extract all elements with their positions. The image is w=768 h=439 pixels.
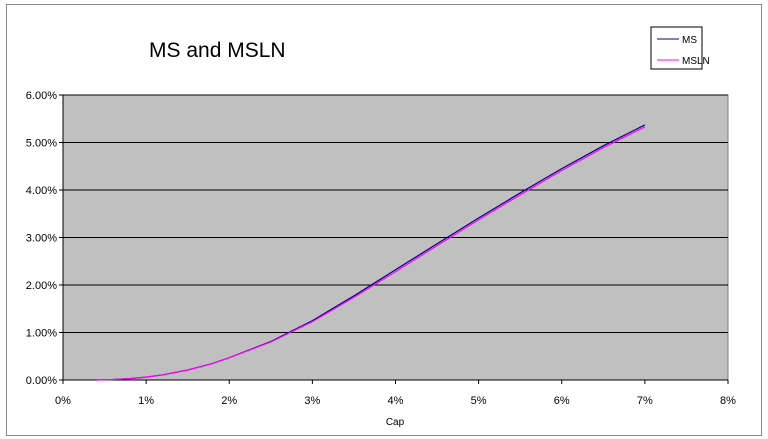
x-tick-label-0: 0% [55,395,71,407]
x-axis-label: Cap [386,417,405,428]
y-tick-label-6: 6.00% [26,90,57,102]
x-tick-label-4: 4% [388,395,404,407]
chart-svg: MS and MSLN 0.00% 1.00% 2.00% 3.00% 4.00% 5.0… [26,26,736,428]
chart-frame: MS and MSLN 0.00% 1.00% 2.00% 3.00% 4.00% 5.0… [6,4,762,436]
x-tick-label-2: 2% [221,395,237,407]
x-tick-label-8: 8% [720,395,736,407]
y-tick-label-1: 1.00% [26,328,57,340]
legend-box [650,26,703,70]
x-tick-label-3: 3% [304,395,320,407]
series-line-msln [96,126,646,381]
y-tick-label-3: 3.00% [26,233,57,245]
y-tick-label-4: 4.00% [26,185,57,197]
y-tick-label-0: 0.00% [26,375,57,387]
x-tick-label-7: 7% [637,395,653,407]
x-tick-label-1: 1% [138,395,154,407]
legend-label-ms: MS [682,35,697,46]
y-tick-labels: 0.00% 1.00% 2.00% 3.00% 4.00% 5.00% 6.00% [26,90,57,387]
x-tick-labels: 0% 1% 2% 3% 4% 5% 6% 7% 8% [55,395,736,407]
legend: MS MSLN [650,26,710,70]
series-lines [96,124,646,381]
axes [59,94,729,384]
chart-title: MS and MSLN [149,39,286,62]
gridlines [63,94,728,333]
x-tick-label-6: 6% [554,395,570,407]
y-tick-label-5: 5.00% [26,138,57,150]
y-tick-label-2: 2.00% [26,280,57,292]
x-tick-label-5: 5% [471,395,487,407]
legend-label-msln: MSLN [682,56,710,67]
